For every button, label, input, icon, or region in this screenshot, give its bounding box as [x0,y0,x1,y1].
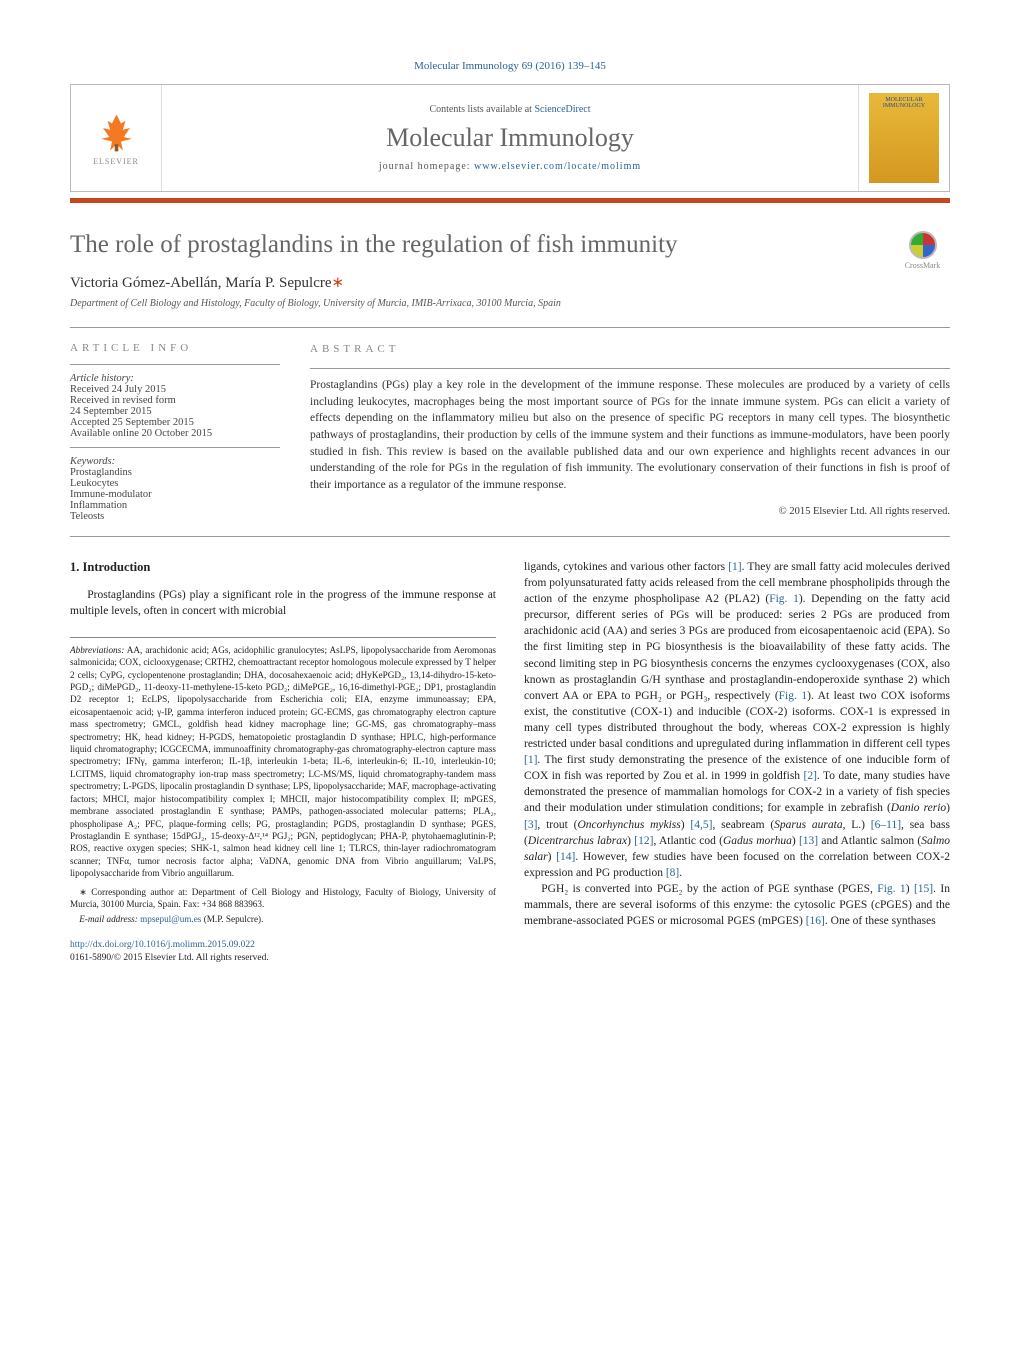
article-info-column: article info Article history: Received 2… [70,342,280,522]
body-columns: 1. Introduction Prostaglandins (PGs) pla… [70,559,950,965]
keyword: Immune-modulator [70,489,280,500]
masthead: ELSEVIER Contents lists available at Sci… [70,84,950,192]
keywords-label: Keywords: [70,456,280,467]
ref-link[interactable]: [15] [914,883,933,895]
ref-link[interactable]: [12] [634,835,653,847]
accent-bar [70,198,950,203]
crossmark-badge[interactable]: CrossMark [895,231,950,270]
doi-link[interactable]: http://dx.doi.org/10.1016/j.molimm.2015.… [70,940,255,950]
corresponding-star-icon: ∗ [332,275,345,291]
crossmark-icon [909,231,937,259]
elsevier-tree-icon [94,110,139,155]
journal-name: Molecular Immunology [386,123,634,153]
ref-link[interactable]: [2] [804,770,817,782]
publisher-logo-cell: ELSEVIER [71,85,161,191]
sciencedirect-link[interactable]: ScienceDirect [534,104,590,115]
paragraph: PGH₂ is converted into PGE₂ by the actio… [524,881,950,929]
email-line: E-mail address: mpsepul@um.es (M.P. Sepu… [70,913,496,925]
contents-line: Contents lists available at ScienceDirec… [429,104,590,115]
affiliation: Department of Cell Biology and Histology… [70,298,950,309]
keyword: Prostaglandins [70,467,280,478]
history-line: Available online 20 October 2015 [70,428,280,439]
keyword: Leukocytes [70,478,280,489]
issn-line: 0161-5890/© 2015 Elsevier Ltd. All right… [70,953,269,963]
journal-cover-cell: MOLECULAR IMMUNOLOGY [859,85,949,191]
ref-link[interactable]: [1] [524,754,537,766]
article-info-head: article info [70,342,280,354]
right-column: ligands, cytokines and various other fac… [524,559,950,965]
keyword: Inflammation [70,500,280,511]
history-line: 24 September 2015 [70,406,280,417]
abstract-head: abstract [310,342,950,358]
left-column: 1. Introduction Prostaglandins (PGs) pla… [70,559,496,965]
elsevier-logo: ELSEVIER [81,103,151,173]
ref-link[interactable]: [16] [806,915,825,927]
paragraph: Prostaglandins (PGs) play a significant … [70,587,496,619]
abstract-column: abstract Prostaglandins (PGs) play a key… [310,342,950,522]
ref-link[interactable]: [13] [799,835,818,847]
running-head: Molecular Immunology 69 (2016) 139–145 [70,60,950,72]
journal-homepage-link[interactable]: www.elsevier.com/locate/molimm [474,161,641,172]
section-heading: 1. Introduction [70,559,496,577]
keyword: Teleosts [70,511,280,522]
abstract-copyright: © 2015 Elsevier Ltd. All rights reserved… [310,504,950,519]
doi-block: http://dx.doi.org/10.1016/j.molimm.2015.… [70,939,496,965]
ref-link[interactable]: [3] [524,819,537,831]
running-head-link[interactable]: Molecular Immunology 69 (2016) 139–145 [414,60,606,72]
corresponding-author: ∗ Corresponding author at: Department of… [70,886,496,911]
elsevier-wordmark: ELSEVIER [93,157,139,166]
history-label: Article history: [70,373,280,384]
abstract-text: Prostaglandins (PGs) play a key role in … [310,377,950,494]
email-link[interactable]: mpsepul@um.es [140,914,201,924]
masthead-center: Contents lists available at ScienceDirec… [161,85,859,191]
history-line: Received in revised form [70,395,280,406]
ref-link[interactable]: [8] [666,867,679,879]
fig-link[interactable]: Fig. 1 [779,690,807,702]
journal-cover-thumbnail: MOLECULAR IMMUNOLOGY [869,93,939,183]
paragraph: ligands, cytokines and various other fac… [524,559,950,881]
history-line: Received 24 July 2015 [70,384,280,395]
article-title: The role of prostaglandins in the regula… [70,231,895,259]
homepage-line: journal homepage: www.elsevier.com/locat… [379,161,641,172]
authors: Victoria Gómez-Abellán, María P. Sepulcr… [70,273,950,292]
fig-link[interactable]: Fig. 1 [769,593,799,605]
ref-link[interactable]: [1] [728,561,741,573]
ref-link[interactable]: [6–11] [871,819,901,831]
history-line: Accepted 25 September 2015 [70,417,280,428]
ref-link[interactable]: [4,5] [690,819,712,831]
fig-link[interactable]: Fig. 1 [877,883,905,895]
abbreviations: Abbreviations: AA, arachidonic acid; AGs… [70,644,496,880]
footnotes-block: Abbreviations: AA, arachidonic acid; AGs… [70,637,496,925]
ref-link[interactable]: [14] [556,851,575,863]
